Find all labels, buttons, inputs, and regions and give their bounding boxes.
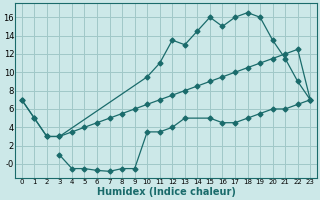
X-axis label: Humidex (Indice chaleur): Humidex (Indice chaleur) [97, 187, 236, 197]
